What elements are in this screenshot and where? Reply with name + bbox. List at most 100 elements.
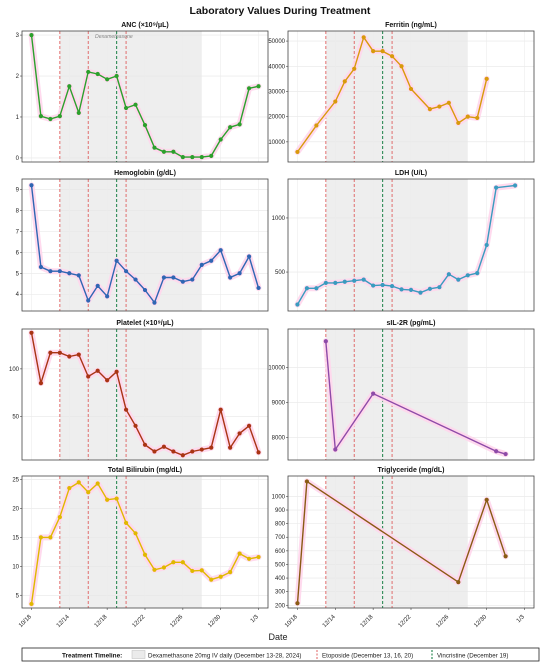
data-point [67, 354, 72, 359]
y-tick-label: 9 [16, 187, 20, 193]
data-point [105, 378, 110, 383]
data-point [237, 431, 242, 436]
data-point [142, 287, 148, 293]
data-point [95, 481, 100, 486]
y-tick-label: 200 [275, 603, 286, 609]
data-point [209, 153, 214, 158]
data-point [503, 554, 508, 559]
x-tick-label: 12/22 [132, 614, 147, 629]
data-point [389, 284, 395, 289]
data-point [418, 290, 423, 295]
y-tick-label: 15 [12, 535, 19, 541]
data-point [209, 577, 214, 582]
y-tick-label: 1 [16, 115, 20, 121]
data-point [246, 254, 252, 259]
data-point [180, 453, 185, 458]
data-point [86, 298, 91, 303]
data-point [408, 86, 414, 92]
data-point [105, 77, 110, 82]
data-point [171, 449, 176, 454]
data-point [323, 339, 328, 344]
y-tick-label: 25 [12, 477, 19, 483]
panel-frame [21, 178, 269, 312]
panel-title: Platelet (×10⁹/μL) [116, 320, 173, 327]
data-point [180, 279, 185, 284]
data-point [152, 300, 157, 305]
y-tick-label: 50 [12, 414, 19, 420]
data-point [142, 123, 148, 128]
legend-title: Treatment Timeline: [62, 653, 122, 660]
y-tick-label: 6 [16, 250, 20, 256]
data-point [161, 275, 167, 280]
data-point [86, 69, 91, 75]
data-point [161, 565, 167, 570]
panel-2: Ferritin (ng/mL) 10000 20000 30000 40000 5000… [268, 22, 535, 163]
data-point [399, 287, 404, 292]
panel-7: Total Bilirubin (mg/dL) 5 10 15 20 25 10/18 12/… [12, 467, 269, 629]
data-point [237, 271, 242, 276]
data-point [114, 73, 119, 79]
panel-title: sIL-2R (pg/mL) [387, 320, 436, 327]
data-point [48, 350, 53, 355]
data-point [295, 601, 300, 606]
data-point [456, 120, 461, 126]
y-tick-label: 500 [275, 562, 286, 568]
x-tick-label: 10/18 [18, 614, 33, 629]
y-tick-label: 10000 [268, 365, 285, 371]
data-point [228, 570, 233, 575]
data-point [512, 183, 518, 188]
x-tick-label: 12/26 [435, 614, 450, 629]
data-point [38, 264, 44, 270]
data-point [105, 294, 110, 299]
y-tick-label: 700 [275, 535, 286, 541]
data-point [475, 115, 480, 121]
data-point [342, 279, 347, 284]
data-point [352, 278, 357, 283]
data-point [209, 258, 214, 263]
data-point [246, 86, 252, 91]
y-tick-label: 900 [275, 508, 286, 514]
legend-vincristine-label: Vincristine (December 19) [437, 653, 508, 660]
data-point [57, 350, 62, 355]
data-point [105, 497, 110, 502]
x-tick-label: 12/14 [322, 614, 337, 629]
panel-6: sIL-2R (pg/mL) 8000 9000 10000 [268, 320, 535, 461]
y-tick-label: 0 [16, 156, 20, 162]
data-point [465, 273, 470, 278]
panels: Dexamethasone ANC (×10⁹/μL) 0 1 2 3 Ferritin (… [9, 22, 535, 629]
data-point [199, 154, 204, 160]
data-point [48, 535, 53, 540]
data-point [427, 286, 433, 291]
y-tick-label: 500 [275, 270, 286, 276]
data-point [95, 368, 100, 373]
data-point [218, 248, 223, 253]
data-point [76, 480, 81, 485]
data-point [190, 154, 195, 160]
panel-1: Dexamethasone ANC (×10⁹/μL) 0 1 2 3 [16, 22, 269, 163]
data-point [199, 447, 204, 452]
y-tick-label: 8000 [272, 435, 286, 441]
data-point [180, 154, 185, 160]
y-tick-label: 1000 [272, 216, 286, 222]
panel-frame [287, 30, 535, 163]
data-point [361, 35, 366, 40]
y-tick-label: 400 [275, 576, 286, 582]
data-point [427, 106, 433, 112]
legend-box [21, 647, 540, 662]
y-tick-label: 20000 [268, 115, 285, 121]
dexamethasone-span [325, 329, 468, 460]
data-point [48, 269, 53, 274]
data-point [123, 520, 129, 525]
legend: Treatment Timeline: Dexamethasone 20mg I… [21, 647, 540, 662]
data-point [38, 381, 44, 386]
data-point [314, 286, 319, 291]
x-tick-label: 1/3 [250, 614, 261, 625]
data-point [484, 497, 489, 502]
y-tick-label: 5 [16, 271, 20, 277]
x-tick-label: 12/30 [207, 614, 222, 629]
data-point [29, 183, 34, 188]
data-point [228, 275, 233, 280]
data-point [123, 269, 129, 274]
data-point [29, 32, 34, 38]
